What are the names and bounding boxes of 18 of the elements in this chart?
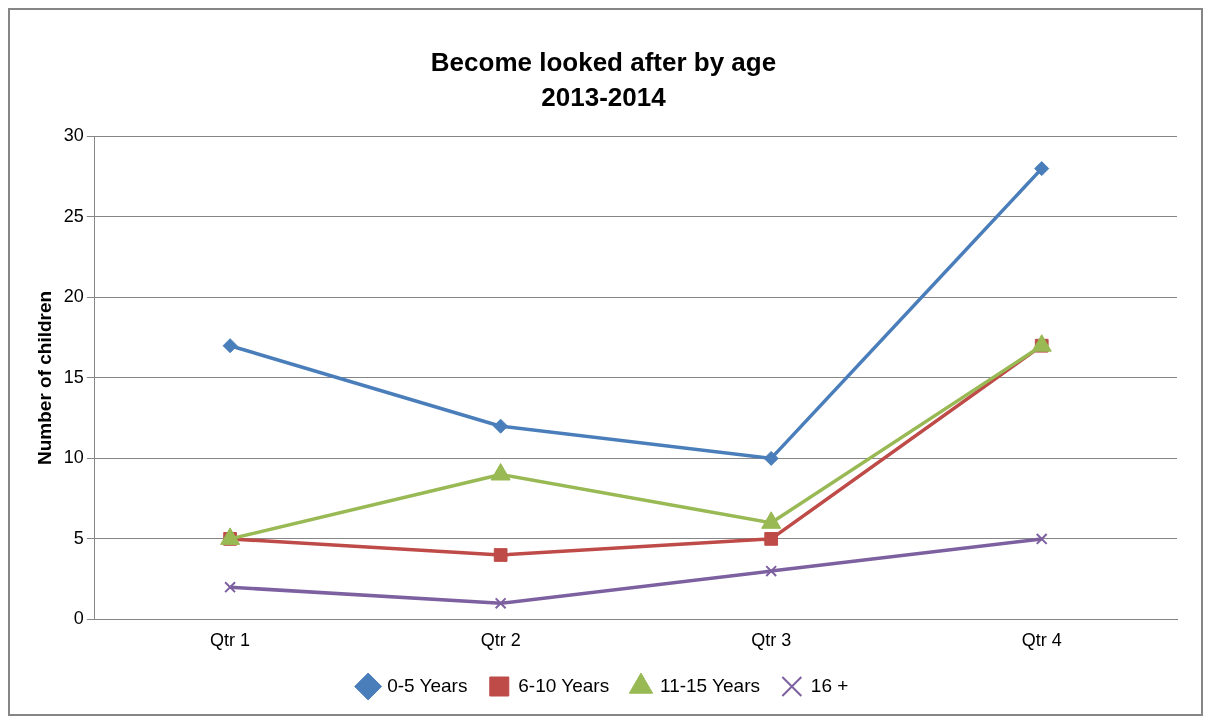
- x-tick-label: Qtr 4: [1021, 630, 1062, 651]
- legend-label: 11-15 Years: [659, 674, 760, 696]
- x-tick-label: Qtr 3: [751, 630, 792, 651]
- chart-subtitle: 2013-2014: [541, 81, 667, 112]
- x-tick-label: Qtr 1: [210, 630, 251, 651]
- legend-label: 0-5 Years: [387, 674, 468, 696]
- legend-label: 6-10 Years: [518, 674, 610, 696]
- y-tick-label: 15: [63, 366, 84, 387]
- y-tick-label: 0: [73, 608, 84, 629]
- y-tick-label: 30: [63, 125, 84, 146]
- chart-title: Become looked after by age: [430, 46, 777, 77]
- y-tick-label: 20: [63, 286, 84, 307]
- x-tick-label: Qtr 2: [480, 630, 521, 651]
- y-tick-label: 5: [73, 527, 84, 548]
- y-tick-label: 10: [63, 447, 84, 468]
- y-tick-label: 25: [63, 205, 84, 226]
- y-axis-title: Number of children: [33, 290, 55, 465]
- legend-label: 16 +: [810, 674, 849, 696]
